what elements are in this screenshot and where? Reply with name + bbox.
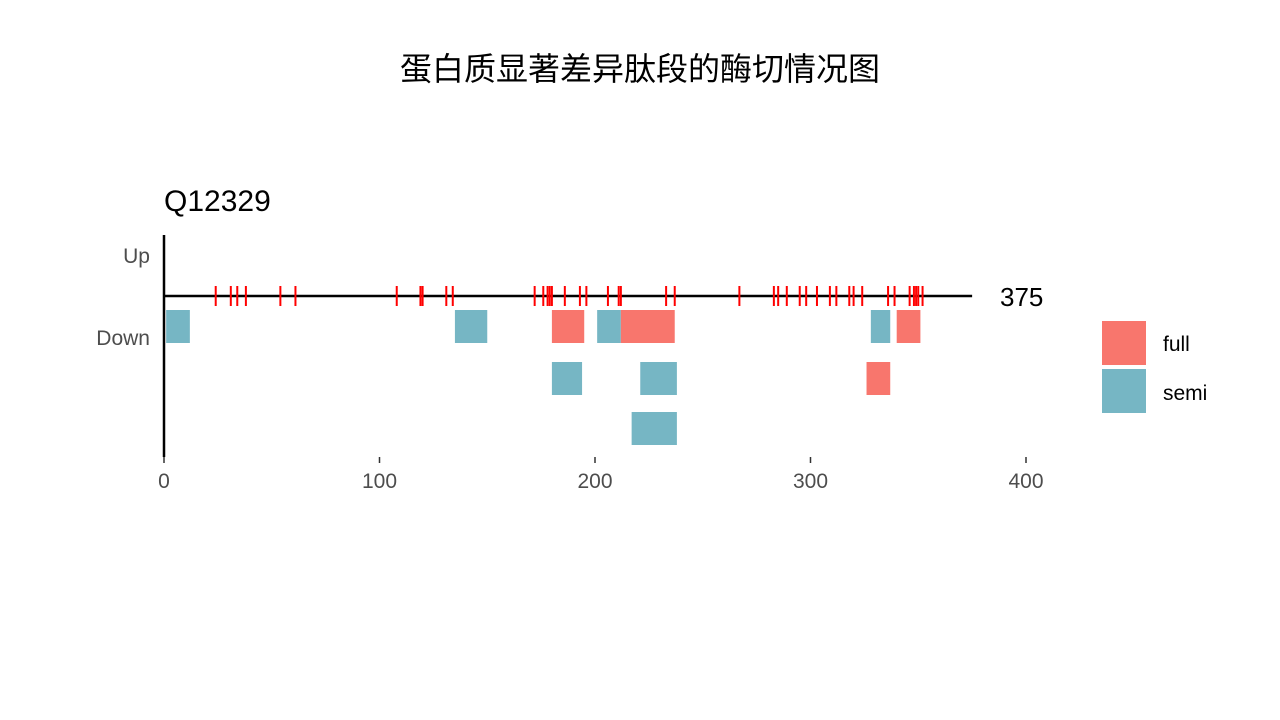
peptide-bar-semi (166, 310, 190, 343)
peptide-bar-semi (631, 412, 677, 445)
peptide-bar-semi (640, 362, 677, 395)
x-tick-label: 100 (362, 470, 397, 493)
legend-swatch-semi (1102, 369, 1146, 413)
y-label-down: Down (96, 327, 150, 350)
page-title: 蛋白质显著差异肽段的酶切情况图 (399, 50, 880, 88)
peptide-bar-semi (454, 310, 488, 343)
peptide-bar-full (896, 310, 921, 343)
x-tick-label: 200 (577, 470, 612, 493)
y-label-up: Up (123, 245, 150, 268)
legend-label-semi: semi (1163, 382, 1207, 405)
peptide-bar-semi (870, 310, 891, 343)
legend-label-full: full (1163, 333, 1190, 356)
legend-swatch-full (1102, 321, 1146, 365)
protein-length-label: 375 (1000, 282, 1043, 312)
x-tick-label: 400 (1008, 470, 1043, 493)
chart-subtitle: Q12329 (164, 185, 271, 218)
peptide-bar-full (620, 310, 675, 343)
peptide-bar-semi (597, 310, 621, 343)
peptide-bar-full (866, 362, 891, 395)
x-tick-label: 0 (158, 470, 170, 493)
peptide-bar-full (551, 310, 585, 343)
peptide-bar-semi (551, 362, 583, 395)
x-tick-label: 300 (793, 470, 828, 493)
